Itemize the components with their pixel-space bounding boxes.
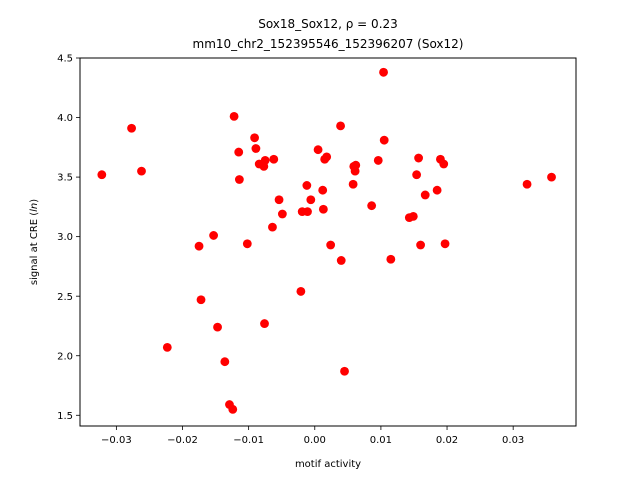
data-point	[313, 145, 323, 155]
data-point	[318, 204, 328, 214]
data-point	[229, 111, 239, 121]
data-points	[97, 67, 556, 414]
y-tick-label: 3.0	[57, 232, 73, 243]
y-tick-label: 4.0	[57, 113, 73, 124]
data-point	[162, 343, 172, 352]
data-point	[326, 240, 336, 250]
data-point	[137, 166, 146, 176]
data-point	[220, 357, 230, 367]
data-point	[194, 241, 204, 251]
data-point	[420, 190, 430, 200]
x-tick-label: −0.01	[233, 435, 264, 446]
data-point	[340, 366, 349, 376]
data-point	[379, 135, 389, 145]
data-point	[196, 295, 206, 305]
data-point	[268, 222, 277, 232]
data-point	[367, 201, 377, 211]
data-point	[269, 154, 279, 164]
data-point	[260, 156, 270, 165]
data-point	[213, 322, 222, 332]
y-tick-label: 3.5	[57, 173, 73, 184]
y-tick-label: 1.5	[57, 411, 73, 422]
data-point	[547, 172, 556, 182]
x-tick-label: 0.02	[436, 435, 458, 446]
data-point	[127, 123, 136, 133]
data-point	[277, 209, 287, 219]
data-point	[386, 254, 396, 264]
data-point	[303, 207, 312, 217]
y-tick-label: 4.5	[57, 54, 73, 65]
y-tick-label: 2.5	[57, 292, 73, 303]
y-axis-label: signal at CRE (ln)	[29, 199, 40, 285]
data-point	[318, 185, 328, 195]
data-point	[373, 156, 383, 165]
data-point	[440, 239, 450, 249]
data-point	[439, 159, 449, 169]
data-point	[322, 152, 332, 162]
data-point	[306, 195, 316, 205]
data-point	[416, 240, 425, 250]
x-tick-label: 0.01	[370, 435, 392, 446]
chart-title-line1: Sox18_Sox12, ρ = 0.23	[258, 17, 398, 31]
data-point	[228, 404, 238, 414]
data-point	[351, 160, 361, 170]
data-point	[251, 144, 261, 153]
data-point	[348, 179, 358, 189]
data-point	[296, 287, 306, 296]
data-point	[234, 147, 244, 157]
data-point	[274, 195, 284, 205]
data-point	[408, 211, 418, 221]
data-point	[414, 153, 423, 163]
data-point	[412, 170, 422, 180]
plot-area-frame	[79, 57, 577, 427]
data-point	[97, 170, 107, 180]
data-point	[250, 133, 259, 143]
x-axis-ticks: −0.03 −0.02 −0.01 0.00 0.01 0.02 0.03	[101, 426, 524, 446]
data-point	[302, 181, 312, 190]
data-point	[336, 256, 346, 265]
data-point	[242, 239, 252, 249]
data-point	[234, 175, 244, 184]
x-tick-label: −0.02	[167, 435, 198, 446]
x-tick-label: 0.00	[304, 435, 326, 446]
x-tick-label: −0.03	[101, 435, 132, 446]
data-point	[260, 319, 269, 328]
data-point	[522, 179, 532, 189]
x-axis-label: motif activity	[295, 459, 361, 470]
data-point	[379, 67, 388, 77]
data-point	[209, 231, 218, 240]
y-axis-ticks: 1.5 2.0 2.5 3.0 3.5 4.0 4.5	[57, 54, 80, 422]
chart-title-line2: mm10_chr2_152395546_152396207 (Sox12)	[193, 37, 464, 51]
y-tick-label: 2.0	[57, 351, 73, 362]
data-point	[432, 185, 442, 195]
data-point	[336, 121, 345, 131]
x-tick-label: 0.03	[502, 435, 524, 446]
